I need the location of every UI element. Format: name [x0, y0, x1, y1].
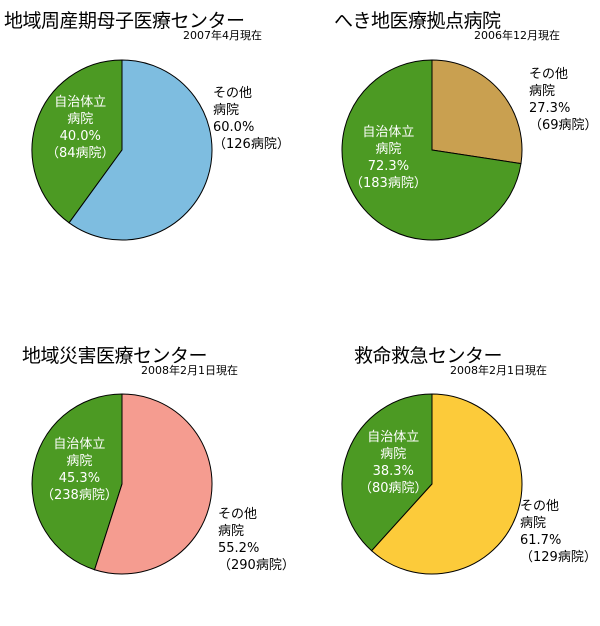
slice-name: 病院: [380, 447, 407, 462]
pie-chart-rural: へき地医療拠点病院 2006年12月現在 その他 病院 27.3% （69病院）…: [300, 0, 600, 291]
pie-slice-other: [68, 59, 213, 241]
slice-name: 病院: [375, 142, 402, 157]
pie-chart-emergency: 救命救急センター 2008年2月1日現在 自治体立 病院 38.3% （80病院…: [300, 335, 600, 626]
pie-svg: [31, 393, 213, 575]
slice-name: その他: [529, 67, 569, 82]
slice-label-municipal: 自治体立 病院 38.3% （80病院）: [359, 429, 428, 497]
slice-name: 自治体立: [362, 125, 415, 140]
slice-percent: 45.3%: [58, 471, 101, 486]
slice-percent: 55.2%: [218, 541, 260, 556]
pie-slice-municipal: [31, 393, 123, 571]
slice-name: その他: [218, 507, 258, 522]
slice-label-municipal: 自治体立 病院 40.0% （84病院）: [46, 94, 115, 162]
chart-subtitle: 2008年2月1日現在: [141, 364, 238, 377]
slice-percent: 60.0%: [213, 120, 255, 135]
slice-name: 自治体立: [367, 430, 420, 445]
slice-count: （69病院）: [529, 118, 598, 133]
pie-chart-disaster: 地域災害医療センター 2008年2月1日現在 自治体立 病院 45.3% （23…: [0, 335, 300, 626]
slice-name: 病院: [529, 84, 556, 99]
slice-percent: 38.3%: [372, 464, 414, 479]
slice-count: （126病院）: [213, 137, 290, 152]
slice-name: 病院: [218, 524, 245, 539]
slice-name: 自治体立: [53, 437, 106, 452]
slice-count: （290病院）: [218, 558, 295, 573]
slice-count: （80病院）: [359, 481, 428, 496]
slice-name: 病院: [520, 516, 547, 531]
slice-count: （183病院）: [350, 176, 427, 191]
pie-slice-municipal: [31, 59, 123, 224]
slice-count: （84病院）: [46, 146, 115, 161]
slice-name: 自治体立: [54, 95, 107, 110]
slice-name: その他: [520, 499, 560, 514]
slice-label-other: その他 病院 60.0% （126病院）: [213, 85, 290, 153]
pie-slice-other: [370, 393, 523, 575]
slice-name: その他: [213, 86, 253, 101]
slice-percent: 27.3%: [529, 101, 571, 116]
pie-slice-municipal: [341, 393, 433, 552]
slice-label-municipal: 自治体立 病院 45.3% （238病院）: [41, 436, 118, 504]
pie-slice-other: [431, 59, 523, 165]
pie-svg: [31, 59, 213, 241]
chart-title: へき地医療拠点病院: [334, 10, 501, 32]
slice-percent: 61.7%: [520, 533, 562, 548]
chart-subtitle: 2007年4月現在: [183, 29, 262, 42]
slice-label-other: その他 病院 61.7% （129病院）: [520, 498, 597, 566]
slice-name: 病院: [213, 103, 240, 118]
slice-percent: 72.3%: [367, 159, 410, 174]
pie-svg: [341, 393, 523, 575]
slice-name: 病院: [66, 454, 93, 469]
chart-title: 救命救急センター: [354, 345, 503, 367]
pie-slice-other: [93, 393, 213, 575]
slice-count: （129病院）: [520, 550, 597, 565]
slice-percent: 40.0%: [59, 129, 101, 144]
slice-label-municipal: 自治体立 病院 72.3% （183病院）: [350, 124, 427, 192]
slice-label-other: その他 病院 55.2% （290病院）: [218, 506, 295, 574]
pie-svg: [341, 59, 523, 241]
slice-label-other: その他 病院 27.3% （69病院）: [529, 66, 598, 134]
chart-subtitle: 2008年2月1日現在: [450, 364, 547, 377]
pie-slice-municipal: [341, 59, 522, 241]
slice-name: 病院: [67, 112, 94, 127]
chart-title: 地域災害医療センター: [22, 345, 208, 367]
slice-count: （238病院）: [41, 488, 118, 503]
chart-subtitle: 2006年12月現在: [474, 29, 560, 42]
pie-chart-perinatal: 地域周産期母子医療センター 2007年4月現在 自治体立 病院 40.0% （8…: [0, 0, 300, 291]
chart-title: 地域周産期母子医療センター: [4, 10, 245, 32]
